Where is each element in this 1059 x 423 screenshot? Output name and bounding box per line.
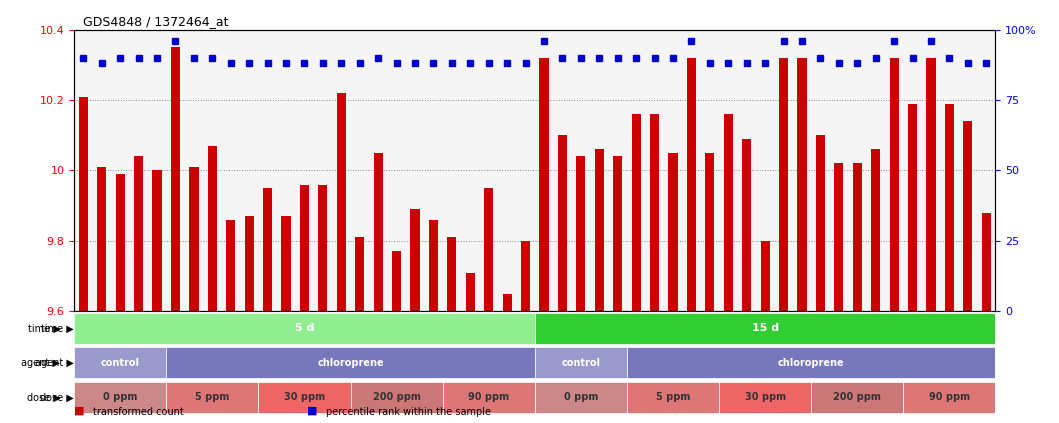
- Text: transformed count: transformed count: [93, 407, 184, 417]
- Bar: [945, 104, 954, 311]
- Text: percentile rank within the sample: percentile rank within the sample: [326, 407, 491, 417]
- FancyBboxPatch shape: [74, 382, 166, 413]
- Bar: [687, 58, 696, 311]
- Bar: [484, 188, 493, 311]
- Text: dose ▶: dose ▶: [26, 392, 60, 402]
- Text: 0 ppm: 0 ppm: [563, 392, 598, 402]
- Bar: [908, 104, 917, 311]
- Bar: [319, 184, 327, 311]
- FancyBboxPatch shape: [535, 347, 627, 379]
- FancyBboxPatch shape: [811, 382, 903, 413]
- Text: ■: ■: [74, 406, 85, 416]
- Text: 200 ppm: 200 ppm: [373, 392, 420, 402]
- Bar: [337, 93, 346, 311]
- Bar: [300, 184, 309, 311]
- FancyBboxPatch shape: [443, 382, 535, 413]
- FancyBboxPatch shape: [166, 347, 535, 379]
- Bar: [152, 170, 162, 311]
- FancyBboxPatch shape: [535, 313, 995, 344]
- Text: GDS4848 / 1372464_at: GDS4848 / 1372464_at: [84, 16, 229, 28]
- Bar: [668, 153, 678, 311]
- Text: control: control: [101, 358, 140, 368]
- FancyBboxPatch shape: [627, 347, 995, 379]
- FancyBboxPatch shape: [627, 382, 719, 413]
- FancyBboxPatch shape: [903, 382, 995, 413]
- Bar: [355, 237, 364, 311]
- Bar: [411, 209, 419, 311]
- Bar: [115, 174, 125, 311]
- Bar: [797, 58, 807, 311]
- Text: 30 ppm: 30 ppm: [744, 392, 786, 402]
- Bar: [834, 163, 843, 311]
- Text: 15 d: 15 d: [752, 324, 778, 333]
- Text: chloroprene: chloroprene: [778, 358, 844, 368]
- Bar: [97, 167, 106, 311]
- FancyBboxPatch shape: [719, 382, 811, 413]
- Bar: [503, 294, 511, 311]
- Bar: [613, 157, 623, 311]
- Text: agent ▶: agent ▶: [35, 358, 74, 368]
- Bar: [134, 157, 143, 311]
- Bar: [760, 241, 770, 311]
- Text: 0 ppm: 0 ppm: [103, 392, 138, 402]
- Bar: [521, 241, 531, 311]
- Bar: [815, 135, 825, 311]
- Text: chloroprene: chloroprene: [318, 358, 383, 368]
- FancyBboxPatch shape: [74, 313, 535, 344]
- Text: 90 ppm: 90 ppm: [468, 392, 509, 402]
- Bar: [576, 157, 586, 311]
- Bar: [208, 146, 217, 311]
- FancyBboxPatch shape: [535, 382, 627, 413]
- Bar: [964, 121, 972, 311]
- Bar: [78, 96, 88, 311]
- FancyBboxPatch shape: [258, 382, 351, 413]
- Bar: [742, 139, 751, 311]
- Bar: [447, 237, 456, 311]
- Text: 200 ppm: 200 ppm: [833, 392, 881, 402]
- Bar: [723, 114, 733, 311]
- Bar: [852, 163, 862, 311]
- Bar: [927, 58, 935, 311]
- Text: agent ▶: agent ▶: [21, 358, 60, 368]
- Bar: [429, 220, 438, 311]
- Bar: [170, 47, 180, 311]
- Bar: [890, 58, 899, 311]
- Text: 5 d: 5 d: [294, 324, 315, 333]
- Bar: [245, 216, 254, 311]
- Bar: [263, 188, 272, 311]
- Bar: [190, 167, 198, 311]
- Bar: [872, 149, 880, 311]
- Bar: [558, 135, 567, 311]
- Bar: [595, 149, 604, 311]
- FancyBboxPatch shape: [74, 347, 166, 379]
- Bar: [539, 58, 549, 311]
- Text: dose ▶: dose ▶: [40, 392, 74, 402]
- Text: 90 ppm: 90 ppm: [929, 392, 970, 402]
- Text: time ▶: time ▶: [28, 324, 60, 333]
- Bar: [705, 153, 715, 311]
- FancyBboxPatch shape: [351, 382, 443, 413]
- Bar: [631, 114, 641, 311]
- Text: 5 ppm: 5 ppm: [656, 392, 690, 402]
- Text: time ▶: time ▶: [41, 324, 74, 333]
- FancyBboxPatch shape: [166, 382, 258, 413]
- Bar: [374, 153, 382, 311]
- Bar: [982, 213, 991, 311]
- Bar: [392, 251, 401, 311]
- Bar: [227, 220, 235, 311]
- Text: 5 ppm: 5 ppm: [195, 392, 230, 402]
- Bar: [282, 216, 290, 311]
- Text: control: control: [561, 358, 600, 368]
- Text: 30 ppm: 30 ppm: [284, 392, 325, 402]
- Text: ■: ■: [307, 406, 318, 416]
- Bar: [779, 58, 788, 311]
- Bar: [650, 114, 659, 311]
- Bar: [466, 272, 474, 311]
